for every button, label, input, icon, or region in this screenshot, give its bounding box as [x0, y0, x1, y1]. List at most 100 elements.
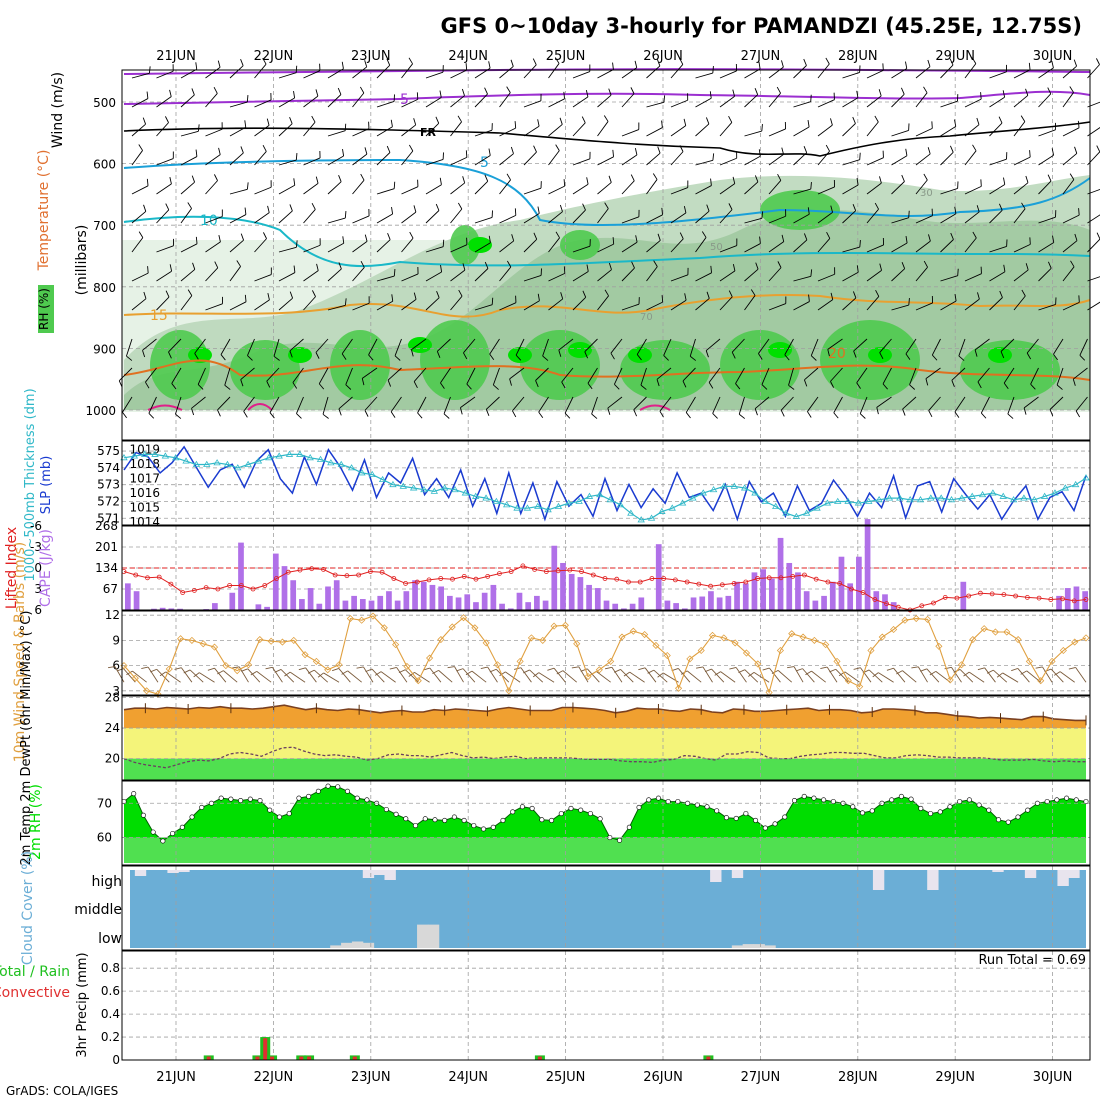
- wind-speed-point: [301, 651, 309, 659]
- wind-barb: [719, 183, 736, 195]
- wind-barb: [964, 63, 977, 79]
- date-label-top: 24JUN: [448, 49, 488, 64]
- slp-thickness-panel: 5715725735745751014101510161017101810191…: [23, 388, 1090, 582]
- thickness-point: [265, 454, 273, 461]
- cape-bar: [342, 600, 349, 610]
- lifted-index-point: [895, 604, 901, 610]
- wind-barb: [352, 302, 370, 311]
- wind-speed-point: [131, 674, 139, 682]
- wind-barb: [572, 96, 589, 108]
- wind-barb-flag: [709, 91, 712, 99]
- cape-bar: [621, 608, 627, 610]
- thickness-point: [782, 509, 790, 516]
- wind-barb-flag: [1000, 351, 1005, 359]
- wind-barb-flag: [563, 91, 565, 99]
- rh2m-point: [160, 838, 166, 844]
- rh2m-point: [529, 805, 535, 811]
- wind-barb: [768, 267, 782, 282]
- thickness-point: [140, 450, 149, 457]
- wind-barb: [940, 126, 957, 137]
- cape-bar: [386, 591, 392, 610]
- wind-barb: [993, 669, 1008, 683]
- wind-barb: [229, 65, 244, 79]
- wind-barb: [404, 669, 419, 683]
- wind-barb-flag: [435, 203, 440, 211]
- cape-bar: [377, 595, 384, 610]
- dewpoint-line: [123, 746, 1086, 769]
- wind-speed-point: [890, 625, 898, 634]
- wind-barb-flag: [705, 117, 710, 125]
- wind-barb: [548, 298, 563, 311]
- lifted-index-point: [285, 569, 291, 575]
- wind-barb: [1042, 666, 1053, 683]
- wind-barb: [1038, 93, 1052, 108]
- cape-bar: [499, 603, 505, 610]
- wind-barb-flag: [195, 149, 198, 157]
- pressure-tick: 600: [93, 158, 116, 172]
- cloud-high-gap: [731, 870, 744, 878]
- cloud-level-label: high: [91, 874, 122, 890]
- wind-barb-flag: [218, 235, 221, 243]
- lifted-index-point: [872, 597, 878, 602]
- wind-barb-flag: [244, 207, 247, 215]
- wind-speed-point: [188, 636, 196, 644]
- wind-barb-flag: [661, 120, 663, 128]
- wind-barb-flag: [954, 294, 957, 302]
- wind-barb: [817, 273, 835, 282]
- wind-barb: [1017, 668, 1030, 683]
- wind-barb: [629, 671, 645, 683]
- wind-barb-flag: [542, 355, 549, 361]
- wind-speed-point: [278, 638, 287, 646]
- wind-barb: [205, 154, 221, 166]
- thickness-point: [834, 497, 842, 504]
- wind-barb: [371, 668, 385, 683]
- wind-barb-flag: [971, 57, 977, 64]
- wind-barb-flag: [191, 408, 195, 416]
- wind-barb: [289, 671, 306, 683]
- wind-barb: [1075, 396, 1088, 412]
- wind-barb-flag: [236, 260, 241, 267]
- wind-barb-flag: [604, 666, 613, 670]
- date-label-bottom: 27JUN: [741, 1070, 781, 1085]
- wind-barb: [954, 396, 966, 413]
- wind-barb: [1038, 242, 1055, 253]
- wind-barb-flag: [980, 412, 987, 419]
- wind-barb: [376, 126, 393, 137]
- wind-barb: [1030, 367, 1039, 385]
- thickness-point: [337, 460, 345, 467]
- lifted-index-point: [919, 603, 925, 609]
- wind-barb-flag: [856, 90, 859, 98]
- wind-speed-point: [629, 627, 637, 635]
- cape-bar: [742, 583, 749, 610]
- wind-barb-flag: [612, 62, 614, 70]
- rh2m-point: [1054, 797, 1060, 803]
- wind-barb-flag: [610, 352, 615, 360]
- rh2m-point: [383, 806, 389, 812]
- rh2m-point: [344, 788, 350, 794]
- wind-barb-flag: [754, 175, 759, 183]
- wind-barb-flag: [591, 413, 598, 419]
- wind-speed-point: [505, 687, 513, 695]
- wind-barb-flag: [795, 668, 803, 672]
- date-label-top: 27JUN: [741, 49, 781, 64]
- wind-barb: [758, 338, 770, 354]
- wind-barb-flag: [754, 408, 758, 416]
- rh2m-point: [850, 804, 856, 810]
- thickness-point: [409, 484, 418, 491]
- wind-barb: [363, 666, 374, 683]
- wind-barb: [827, 338, 843, 350]
- wind-barb: [413, 367, 427, 382]
- wind-barb-flag: [689, 355, 697, 361]
- wind-barb-flag: [332, 667, 339, 672]
- wind-barb: [793, 152, 807, 166]
- cape-tick: 134: [95, 561, 118, 575]
- wind-barb: [1079, 338, 1088, 356]
- rh2m-point: [694, 802, 700, 808]
- wind-barb: [670, 151, 684, 166]
- wind-barb: [156, 96, 172, 108]
- wind-barb-flag: [1011, 667, 1018, 672]
- wind-barb: [341, 338, 353, 355]
- wind-barb: [499, 66, 514, 79]
- wind-barb-flag: [532, 58, 537, 66]
- wind-barb: [523, 187, 542, 195]
